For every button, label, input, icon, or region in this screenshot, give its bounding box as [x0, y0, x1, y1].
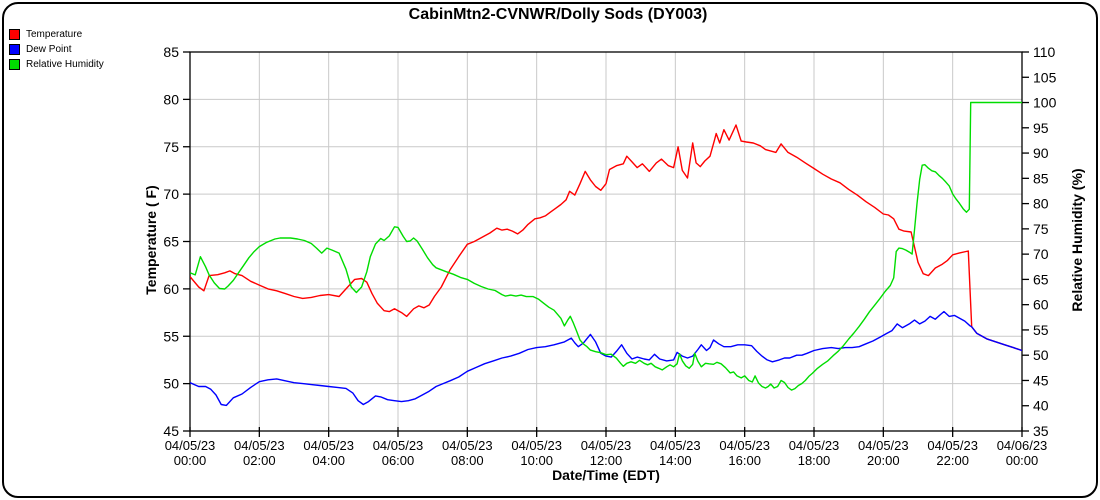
svg-text:04/05/23: 04/05/23	[373, 438, 424, 453]
legend-label-relative-humidity: Relative Humidity	[26, 58, 104, 70]
legend: Temperature Dew Point Relative Humidity	[9, 27, 104, 72]
svg-text:110: 110	[1033, 44, 1056, 60]
svg-text:60: 60	[1033, 297, 1049, 313]
svg-text:18:00: 18:00	[798, 453, 831, 468]
svg-text:100: 100	[1033, 95, 1057, 111]
svg-text:04/05/23: 04/05/23	[858, 438, 909, 453]
svg-text:04/05/23: 04/05/23	[442, 438, 493, 453]
svg-text:08:00: 08:00	[451, 453, 484, 468]
svg-text:75: 75	[163, 139, 179, 155]
legend-label-temperature: Temperature	[26, 28, 83, 40]
legend-item-relative-humidity: Relative Humidity	[9, 57, 104, 71]
svg-text:85: 85	[163, 44, 179, 60]
svg-text:04/05/23: 04/05/23	[165, 438, 216, 453]
svg-text:06:00: 06:00	[382, 453, 415, 468]
svg-text:95: 95	[1033, 120, 1049, 136]
svg-text:00:00: 00:00	[174, 453, 207, 468]
svg-text:04/05/23: 04/05/23	[581, 438, 632, 453]
svg-text:04/06/23: 04/06/23	[997, 438, 1048, 453]
svg-text:50: 50	[1033, 347, 1049, 363]
svg-text:75: 75	[1033, 221, 1049, 237]
svg-text:20:00: 20:00	[867, 453, 900, 468]
svg-text:04/05/23: 04/05/23	[789, 438, 840, 453]
svg-text:04/05/23: 04/05/23	[303, 438, 354, 453]
svg-text:45: 45	[1033, 372, 1049, 388]
svg-text:12:00: 12:00	[590, 453, 623, 468]
svg-text:55: 55	[1033, 322, 1049, 338]
svg-text:04/05/23: 04/05/23	[650, 438, 701, 453]
svg-text:04:00: 04:00	[312, 453, 345, 468]
temperature-swatch-icon	[9, 28, 20, 40]
relative-humidity-swatch-icon	[9, 58, 20, 70]
svg-text:90: 90	[1033, 145, 1049, 161]
svg-text:02:00: 02:00	[243, 453, 276, 468]
svg-text:22:00: 22:00	[936, 453, 969, 468]
svg-text:55: 55	[163, 328, 179, 344]
svg-text:04/05/23: 04/05/23	[719, 438, 770, 453]
svg-text:45: 45	[163, 423, 179, 439]
svg-text:70: 70	[163, 186, 179, 202]
legend-item-dew-point: Dew Point	[9, 42, 104, 56]
svg-text:80: 80	[163, 91, 179, 107]
svg-text:50: 50	[163, 376, 179, 392]
svg-text:80: 80	[1033, 196, 1049, 212]
svg-text:04/05/23: 04/05/23	[927, 438, 978, 453]
legend-item-temperature: Temperature	[9, 27, 104, 41]
legend-label-dew-point: Dew Point	[26, 43, 72, 55]
svg-text:04/05/23: 04/05/23	[511, 438, 562, 453]
dew-point-swatch-icon	[9, 43, 20, 55]
svg-text:35: 35	[1033, 423, 1049, 439]
svg-text:105: 105	[1033, 69, 1057, 85]
svg-text:40: 40	[1033, 398, 1049, 414]
svg-text:65: 65	[163, 234, 179, 250]
svg-text:70: 70	[1033, 246, 1049, 262]
svg-text:65: 65	[1033, 271, 1049, 287]
svg-text:85: 85	[1033, 170, 1049, 186]
svg-text:60: 60	[163, 281, 179, 297]
svg-text:16:00: 16:00	[728, 453, 761, 468]
svg-text:10:00: 10:00	[520, 453, 553, 468]
svg-text:00:00: 00:00	[1006, 453, 1039, 468]
x-axis-label: Date/Time (EDT)	[552, 467, 660, 483]
svg-text:04/05/23: 04/05/23	[234, 438, 285, 453]
chart-title: CabinMtn2-CVNWR/Dolly Sods (DY003)	[408, 6, 708, 23]
svg-text:14:00: 14:00	[659, 453, 692, 468]
